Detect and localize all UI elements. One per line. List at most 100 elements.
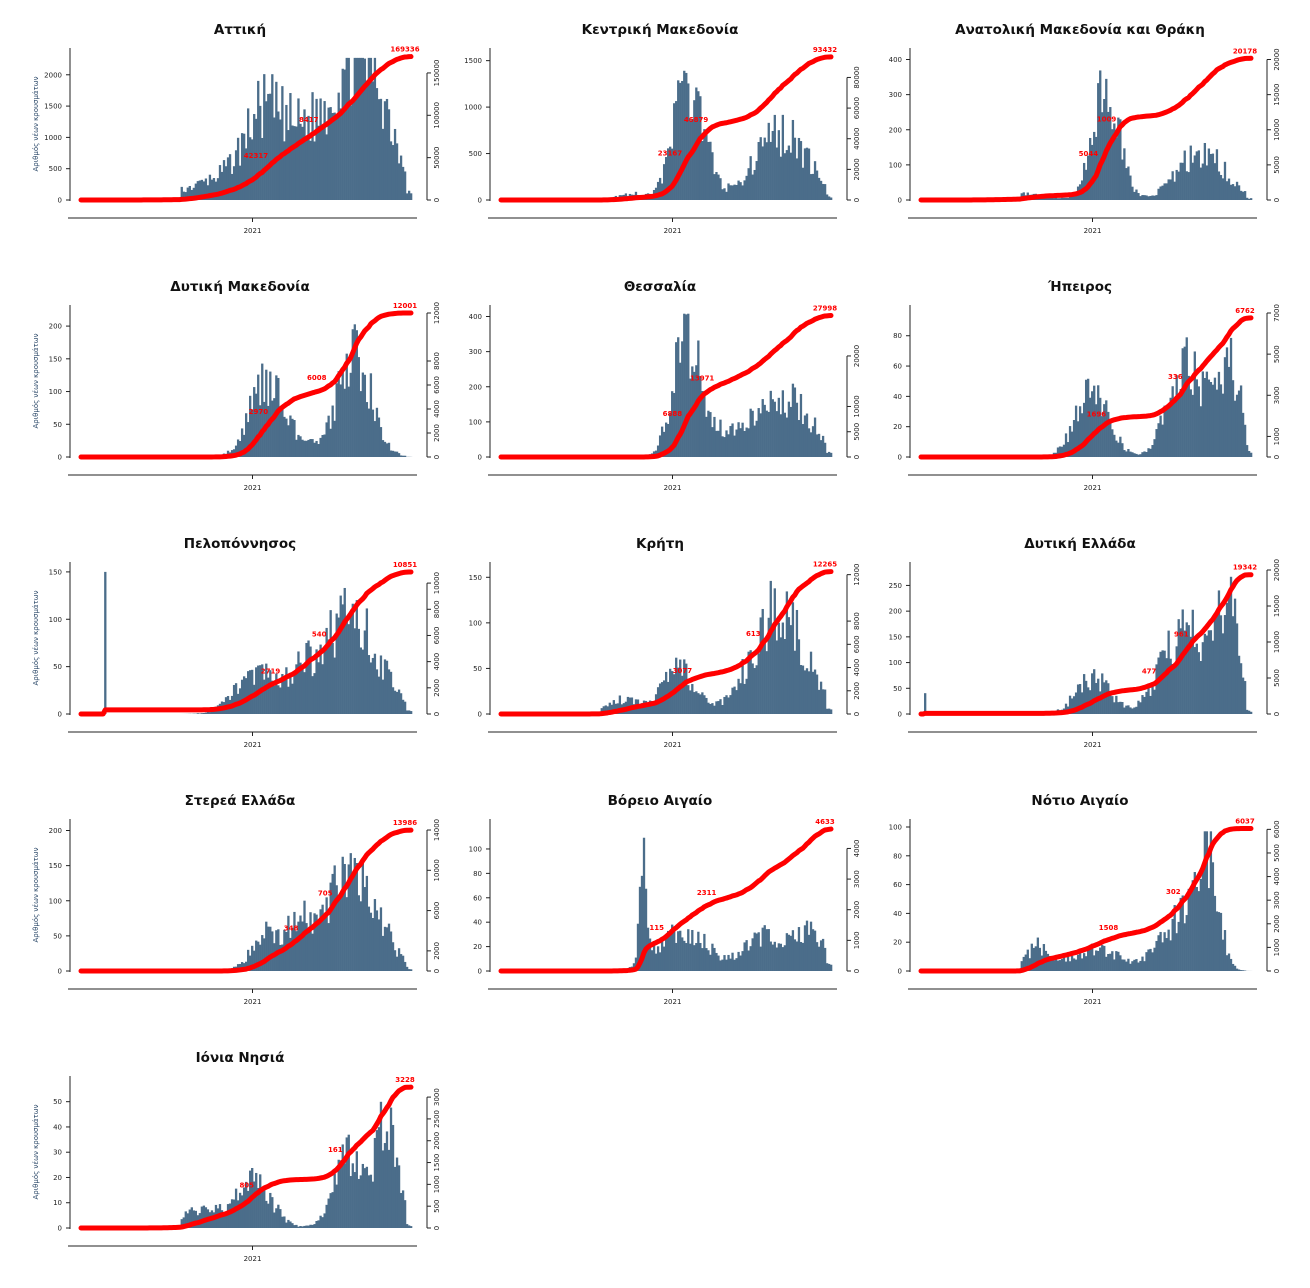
bar [1060,958,1064,971]
bar [735,429,738,457]
bar [771,130,774,200]
bar [1135,959,1138,971]
bar [1173,402,1176,457]
bar [709,141,712,200]
bar [761,146,764,200]
bar [247,108,250,200]
x-tick-label: 2021 [244,227,262,235]
bar [307,1225,310,1228]
bar [265,921,268,971]
bar [805,147,809,200]
bar [1125,705,1128,714]
cumulative-annotation: 3077 [673,667,693,675]
bar [795,158,799,200]
bar [1107,683,1110,714]
bar [297,921,300,971]
bar [1147,949,1150,971]
bar [729,185,732,200]
bar [693,371,696,457]
bar [1213,377,1217,457]
bar [827,196,831,200]
cumulative-annotation: 13971 [690,375,714,383]
y2-tick-label: 0 [1273,455,1281,459]
bar [371,917,375,971]
bar [271,931,274,971]
bar [240,962,244,971]
bar [1219,384,1223,457]
y2-tick-label: 6000 [433,627,441,645]
bar [1171,386,1174,457]
bar [1072,958,1076,971]
bar [104,571,107,714]
bar [381,128,385,200]
y2-tick-label: 15000 [1273,83,1281,105]
bar [1111,429,1114,457]
bar [687,929,690,971]
bar [767,617,770,714]
bar [311,92,314,200]
cumulative-annotation: 1009 [1097,116,1117,124]
bar [693,945,696,971]
bar [715,952,718,971]
bar [343,1163,346,1228]
bar [202,1205,206,1228]
bar [791,930,795,971]
bar [327,415,330,457]
bar [345,1137,348,1228]
bar [228,154,232,200]
bar [279,687,282,714]
x-tick-label: 2021 [664,227,682,235]
bar [775,147,778,200]
bar [307,439,310,457]
bar [664,671,668,714]
bar [610,704,613,714]
bar [1095,950,1098,971]
bar [347,1134,350,1228]
bar [363,630,367,714]
bar [321,435,324,457]
bar [773,401,776,457]
bar [377,676,381,714]
bar [369,912,373,971]
bar [240,428,244,457]
bar [359,901,362,971]
bar [721,705,724,714]
bar [1211,153,1215,200]
y2-tick-label: 10000 [433,859,441,881]
bar [236,439,240,457]
bar [781,114,785,200]
bar [226,157,230,200]
y-tick-label: 100 [889,161,902,169]
bar [685,943,688,971]
bar [827,708,831,714]
bar [658,435,662,457]
bar [757,142,760,200]
bar [1191,394,1194,457]
bar [733,435,736,457]
y2-tick-label: 0 [433,969,441,973]
y-tick-label: 50 [473,665,482,673]
bar [247,949,250,971]
y2-tick-label: 4000 [853,659,861,677]
y2-tick-label: 2500 [433,1110,441,1128]
bar [1183,150,1186,200]
bar [1231,963,1235,971]
bar [741,185,744,200]
bar [1195,379,1198,457]
bar [184,192,187,200]
bar [681,937,684,971]
bar [228,1203,232,1228]
bar [1125,961,1128,971]
bar [741,422,744,457]
bar [779,156,782,200]
y-tick-label: 60 [473,894,482,902]
bar [759,617,762,714]
cumulative-line [918,315,1254,460]
bar [1080,413,1084,457]
bar [751,938,754,971]
bar [1191,162,1194,200]
bar [373,899,377,971]
bar [1137,193,1140,200]
bar [801,942,805,971]
bar [363,1168,367,1228]
